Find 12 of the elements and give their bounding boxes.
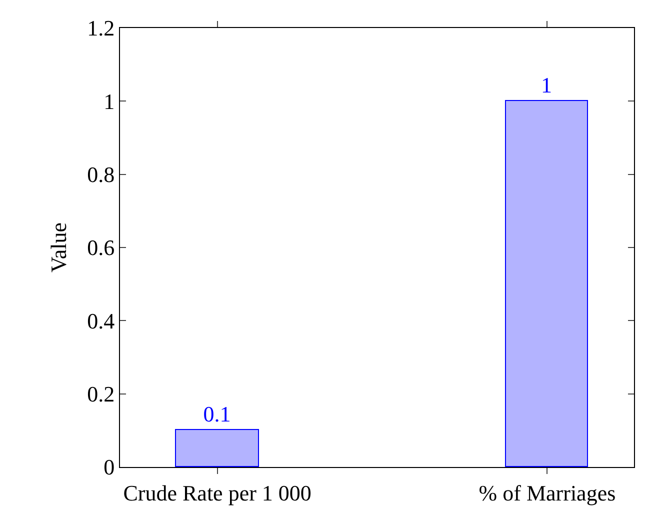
y-tick-label: 0.4 [87, 308, 115, 334]
y-tick-label: 0 [104, 454, 115, 480]
x-tick-label: % of Marriages [478, 480, 616, 506]
y-tick-label: 0.8 [87, 162, 115, 188]
y-tick-label: 0.6 [87, 235, 115, 260]
y-tick-label: 1.2 [87, 16, 115, 41]
y-axis-title: Value [46, 222, 71, 273]
y-tick-label: 1 [104, 88, 115, 114]
data-label: 1 [541, 72, 552, 98]
x-tick-label: Crude Rate per 1 000 [123, 480, 312, 506]
data-label: 0.1 [203, 402, 231, 426]
y-tick-label: 0.2 [87, 382, 115, 407]
